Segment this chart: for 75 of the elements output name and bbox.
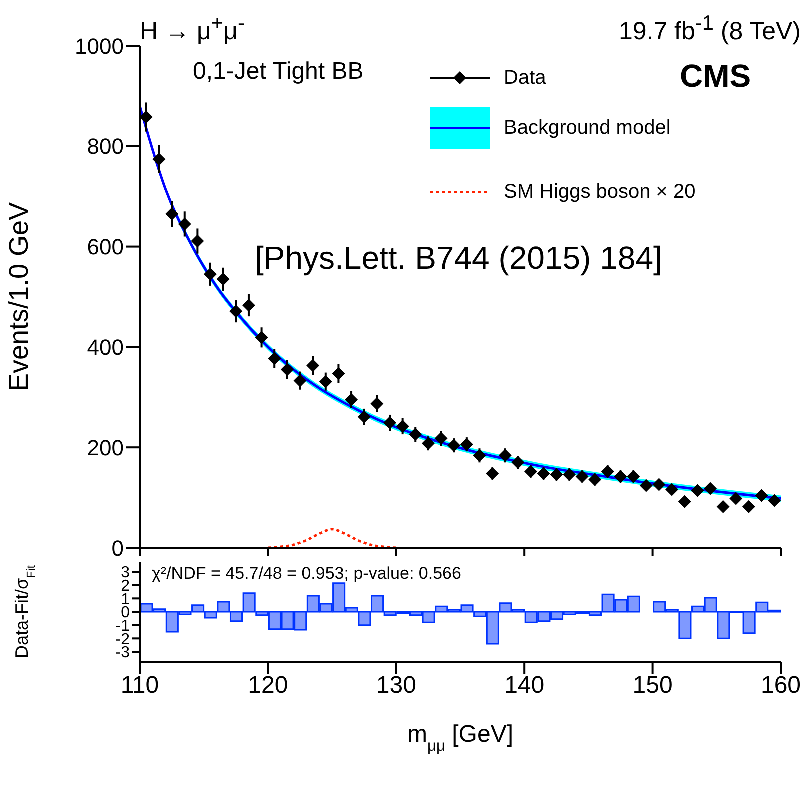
y-axis-title: Events/1.0 GeV [4,202,34,392]
point [652,478,666,492]
y-tick-label: 800 [87,134,124,160]
point [166,208,179,221]
point [422,437,435,450]
point [512,456,525,470]
point [255,331,268,344]
point [460,438,474,452]
chart-title: H → μ$^{+}$μ$^{-}$ [140,12,245,46]
point [537,467,550,480]
point [204,268,218,281]
point [550,468,564,482]
point [614,470,628,484]
point [524,465,538,478]
point [178,218,192,231]
point [691,484,704,498]
point [332,367,346,380]
x-tick-label: 130 [376,672,416,700]
point [409,428,422,442]
annotation: [Phys.Lett. B744 (2015) 184] [255,240,662,277]
point [268,352,282,366]
point [140,110,153,124]
point [396,420,410,434]
y-tick-label: 600 [87,234,124,260]
point [588,473,602,486]
point [242,299,256,312]
point [306,359,320,372]
point [666,483,679,496]
x-axis-title: m$_{μμ}$ [GeV] [407,721,514,754]
point [191,234,204,248]
point [358,410,371,424]
y-tick-label: 400 [87,335,124,360]
point [230,305,243,318]
x-tick-label: 120 [248,672,288,700]
x-tick-label: 160 [760,672,802,700]
x-tick-label: 150 [632,672,673,700]
point [576,470,589,484]
point [627,470,640,484]
point [742,500,756,514]
y-tick-label: 1000 [75,34,124,59]
point [730,492,743,506]
point [152,152,166,166]
point [768,494,781,508]
point [640,479,653,492]
x-tick-label: 110 [120,672,160,700]
annotation: CMS [680,58,752,95]
x-tick-label: 140 [504,672,545,700]
legend-label: Data [504,66,546,88]
line-series [266,528,398,548]
legend-label: SM Higgs boson × 20 [504,180,696,202]
y-tick-label: -3 [116,644,130,662]
point [370,397,384,410]
annotation: χ²/NDF = 45.7/48 = 0.953; p-value: 0.566 [152,564,462,584]
point [716,500,730,514]
point [498,449,512,462]
point [294,374,307,388]
legend-label: Background model [504,116,671,138]
point [704,482,717,496]
point [678,495,692,508]
chart-subtitle: 19.7 fb$^{-1}$ (8 TeV) [618,12,801,46]
point [383,416,396,430]
point [755,489,768,502]
annotation: 0,1-Jet Tight BB [193,58,364,86]
y-tick-label: 0 [112,536,124,561]
point [434,432,448,446]
point [486,467,500,480]
point [562,468,576,482]
y-tick-label: 200 [87,435,124,460]
point [601,465,614,478]
point [448,439,461,452]
point [345,393,358,406]
point [473,449,486,462]
point [319,375,332,388]
point [216,272,230,286]
point [280,363,294,376]
